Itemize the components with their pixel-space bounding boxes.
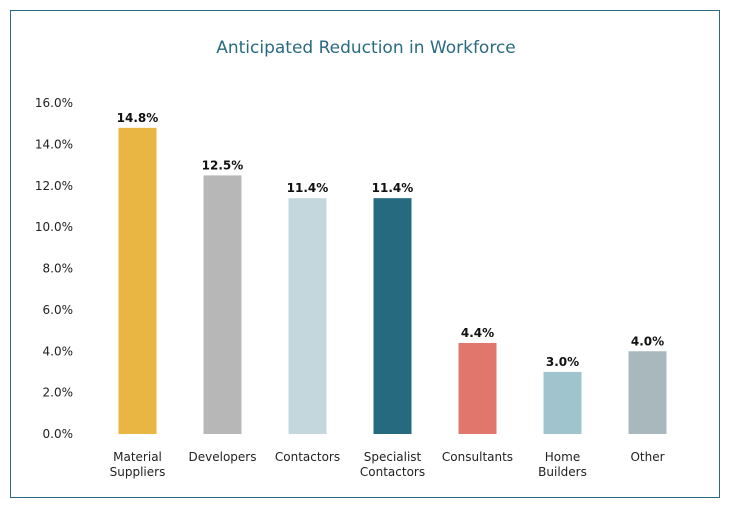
bar <box>458 342 497 434</box>
category-label: Developers <box>189 450 257 464</box>
category-label: Consultants <box>442 450 513 464</box>
y-tick-label: 12.0% <box>35 179 73 193</box>
data-labels: 14.8% 12.5% 11.4% 11.4% 4.4% 3.0% 4.0% <box>117 111 664 369</box>
x-axis: Material Suppliers Developers Contactors Spe… <box>110 450 665 479</box>
y-axis: 0.0% 2.0% 4.0% 6.0% 8.0% 10.0% 12.0% 14.0% 16.0% <box>35 96 73 441</box>
y-tick-label: 10.0% <box>35 220 73 234</box>
data-label: 12.5% <box>202 158 244 172</box>
y-tick-label: 0.0% <box>43 427 74 441</box>
data-label: 4.0% <box>631 334 664 348</box>
bars <box>118 127 667 434</box>
category-label: Home Builders <box>538 450 587 479</box>
y-tick-label: 6.0% <box>43 303 74 317</box>
y-tick-label: 16.0% <box>35 96 73 110</box>
data-label: 3.0% <box>546 355 579 369</box>
category-label: Contactors <box>275 450 340 464</box>
chart-title: Anticipated Reduction in Workforce <box>216 38 516 58</box>
data-label: 4.4% <box>461 326 494 340</box>
category-label: Other <box>630 450 664 464</box>
y-tick-label: 14.0% <box>35 137 73 151</box>
category-label: Specialist Contactors <box>360 450 425 479</box>
bar <box>628 351 667 434</box>
data-label: 14.8% <box>117 111 159 125</box>
data-label: 11.4% <box>287 181 329 195</box>
category-label: Material Suppliers <box>110 450 166 479</box>
bar <box>288 198 327 434</box>
bar <box>543 371 582 434</box>
bar <box>118 127 157 434</box>
bar <box>373 198 412 434</box>
bar <box>203 175 242 434</box>
y-tick-label: 2.0% <box>43 386 74 400</box>
data-label: 11.4% <box>372 181 414 195</box>
y-tick-label: 8.0% <box>43 262 74 276</box>
y-tick-label: 4.0% <box>43 344 74 358</box>
